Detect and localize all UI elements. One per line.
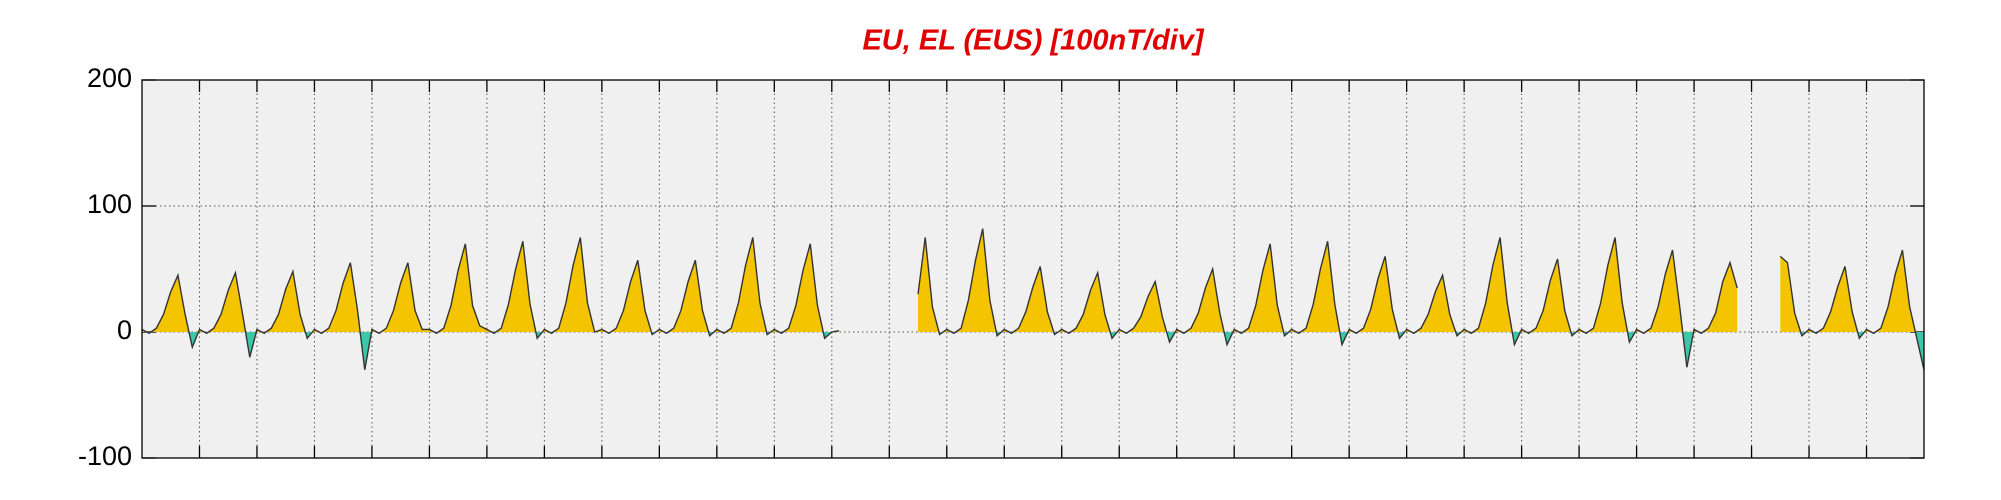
y-tick-label: 200 <box>87 63 132 93</box>
plot-background <box>142 80 1924 458</box>
data-line <box>141 228 1925 370</box>
y-tick-label: -100 <box>78 441 132 471</box>
y-tick-label: 100 <box>87 189 132 219</box>
plot-frame <box>141 79 1925 459</box>
y-tick-label: 0 <box>117 315 132 345</box>
area-positive <box>142 228 1924 332</box>
chart-title: EU, EL (EUS) [100nT/div] <box>862 25 1204 57</box>
